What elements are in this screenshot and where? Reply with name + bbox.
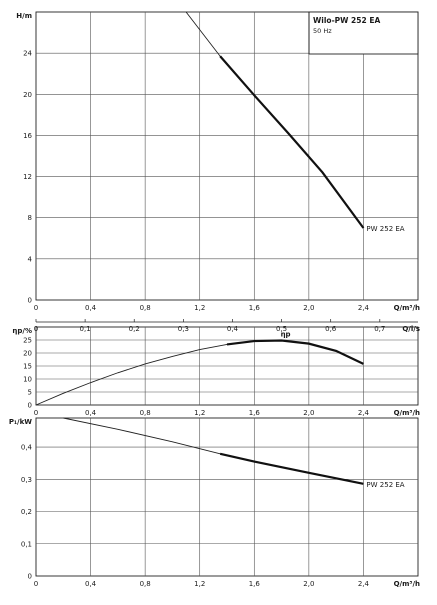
x-tick-label: 1,2	[194, 409, 205, 417]
chart-panel-0	[36, 12, 418, 322]
y-axis-label: ηp/%	[12, 327, 32, 335]
x2-tick-label: 0,3	[178, 325, 189, 333]
x-tick-label: 0,8	[140, 409, 151, 417]
y-tick-label: 25	[23, 337, 32, 345]
y-tick-label: 24	[23, 50, 32, 58]
x-tick-label: 1,6	[249, 304, 261, 312]
series-label: ηp	[281, 331, 291, 339]
x-tick-label: 2,0	[303, 580, 314, 588]
y-tick-label: 0,3	[21, 476, 32, 484]
series-label: PW 252 EA	[366, 481, 404, 489]
series-label: PW 252 EA	[366, 225, 404, 233]
y-tick-label: 12	[23, 173, 32, 181]
x-tick-label: 2,0	[303, 409, 314, 417]
x-axis-label: Q/m³/h	[394, 304, 420, 312]
y-tick-label: 0	[28, 402, 32, 410]
y-tick-label: 8	[28, 214, 32, 222]
x-tick-label: 0,8	[140, 304, 151, 312]
y-tick-label: 15	[23, 363, 32, 371]
x2-tick-label: 0,2	[129, 325, 140, 333]
x2-tick-label: 0,1	[80, 325, 91, 333]
x-tick-label: 2,4	[358, 409, 370, 417]
y-tick-label: 0	[28, 573, 32, 581]
plot-frame	[36, 12, 418, 300]
plot-frame	[36, 418, 418, 576]
x-tick-label: 1,6	[249, 409, 261, 417]
y-tick-label: 0,4	[21, 444, 33, 452]
y-tick-label: 16	[23, 132, 32, 140]
y-tick-label: 4	[28, 255, 33, 263]
y-tick-label: 10	[23, 376, 32, 384]
x-tick-label: 0,8	[140, 580, 151, 588]
series-line-bold	[227, 341, 363, 364]
y-tick-label: 0,2	[21, 508, 32, 516]
chart-panel-1	[36, 327, 418, 405]
x2-tick-label: 0,6	[325, 325, 337, 333]
x2-tick-label: 0,4	[227, 325, 239, 333]
x-tick-label: 1,2	[194, 580, 205, 588]
x-axis-label: Q/m³/h	[394, 409, 420, 417]
x2-tick-label: 0,7	[374, 325, 385, 333]
x-tick-label: 0	[34, 409, 38, 417]
y-tick-label: 20	[23, 350, 32, 358]
chart-panel-2	[36, 418, 418, 576]
x-axis-label: Q/m³/h	[394, 580, 420, 588]
y-tick-label: 5	[28, 389, 32, 397]
series-line-bold	[220, 56, 363, 228]
y-tick-label: 0	[28, 297, 32, 305]
x-tick-label: 0	[34, 580, 38, 588]
x-tick-label: 2,4	[358, 304, 370, 312]
y-tick-label: 0,1	[21, 540, 32, 548]
frequency-label: 50 Hz	[313, 27, 332, 35]
x2-axis-label: Q/l/s	[402, 325, 420, 333]
x-tick-label: 0	[34, 304, 38, 312]
x-tick-label: 0,4	[85, 409, 97, 417]
x-tick-label: 0,4	[85, 304, 97, 312]
y-tick-label: 20	[23, 91, 32, 99]
y-axis-label: P₁/kW	[9, 418, 32, 426]
x-tick-label: 1,2	[194, 304, 205, 312]
y-axis-label: H/m	[16, 12, 32, 20]
x-tick-label: 2,4	[358, 580, 370, 588]
x-tick-label: 0,4	[85, 580, 97, 588]
x-tick-label: 2,0	[303, 304, 314, 312]
x-tick-label: 1,6	[249, 580, 261, 588]
model-name: Wilo-PW 252 EA	[313, 16, 380, 25]
